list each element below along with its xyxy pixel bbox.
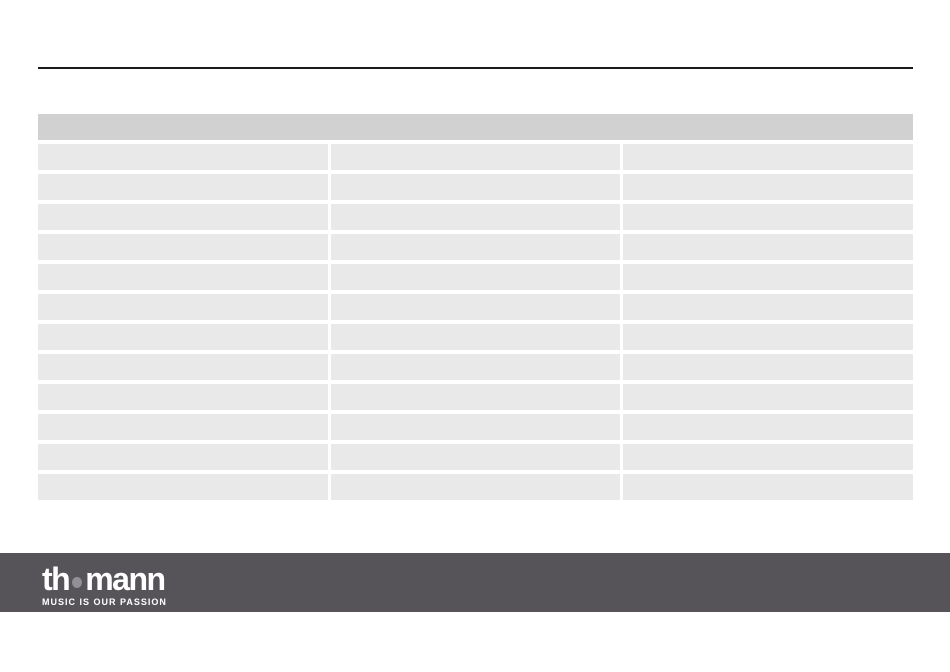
table-cell — [330, 354, 621, 380]
table-cell — [623, 204, 914, 230]
table-row — [38, 204, 914, 230]
table-cell — [623, 294, 914, 320]
table-cell — [623, 384, 914, 410]
table-cell — [330, 414, 621, 440]
table-cell — [330, 144, 621, 170]
table-row — [38, 174, 914, 200]
table-row — [38, 444, 914, 470]
table-cell — [330, 474, 621, 500]
table-row — [38, 294, 914, 320]
table-cell — [623, 144, 914, 170]
table-cell — [330, 264, 621, 290]
wordmark-th: th — [42, 561, 71, 597]
table-cell — [38, 174, 328, 200]
table-cell — [623, 474, 914, 500]
table-row — [38, 414, 914, 440]
wordmark-mann: mann — [85, 561, 166, 597]
table-cell — [330, 204, 621, 230]
table-row — [38, 354, 914, 380]
table-row — [38, 324, 914, 350]
table-cell — [623, 414, 914, 440]
table-cell — [623, 354, 914, 380]
table-cell — [38, 324, 328, 350]
table-cell — [330, 174, 621, 200]
table-cell — [330, 234, 621, 260]
thomann-wordmark: th mann — [42, 561, 167, 597]
table-cell — [623, 324, 914, 350]
table-cell — [38, 204, 328, 230]
table-row — [38, 384, 914, 410]
spec-table — [38, 114, 914, 500]
table-cell — [330, 384, 621, 410]
table-cell — [38, 354, 328, 380]
table-row — [38, 474, 914, 500]
table-cell — [330, 444, 621, 470]
table-header-row — [38, 114, 913, 140]
table-cell — [38, 264, 328, 290]
logo-tagline: MUSIC IS OUR PASSION — [42, 597, 167, 607]
table-row — [38, 144, 914, 170]
table-cell — [38, 384, 328, 410]
thomann-logo: th mann MUSIC IS OUR PASSION — [42, 561, 167, 607]
table-cell — [38, 414, 328, 440]
table-cell — [330, 324, 621, 350]
footer-bar: th mann MUSIC IS OUR PASSION — [0, 553, 950, 612]
table-cell — [623, 174, 914, 200]
table-row — [38, 264, 914, 290]
table-cell — [623, 264, 914, 290]
table-body — [38, 144, 914, 500]
table-cell — [38, 444, 328, 470]
table-cell — [330, 294, 621, 320]
table-cell — [38, 294, 328, 320]
table-row — [38, 234, 914, 260]
table-cell — [38, 234, 328, 260]
header-rule — [38, 67, 913, 69]
table-cell — [38, 474, 328, 500]
logo-dot-icon — [72, 577, 83, 588]
table-cell — [623, 444, 914, 470]
table-cell — [623, 234, 914, 260]
table-cell — [38, 144, 328, 170]
